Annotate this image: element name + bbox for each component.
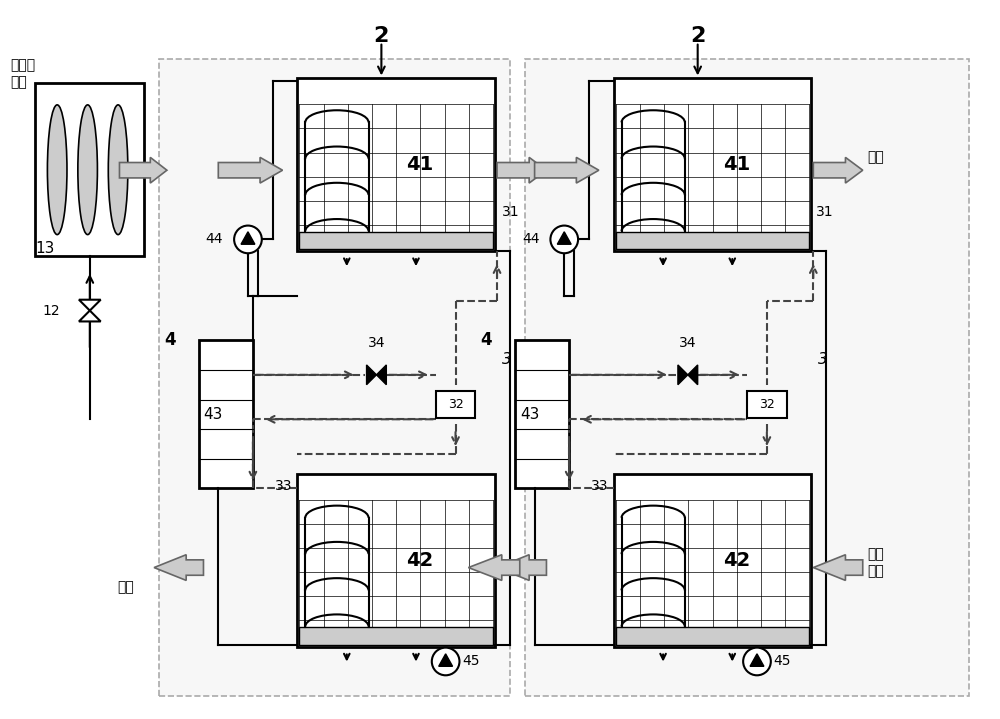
Text: 42: 42 (723, 551, 750, 569)
Text: 34: 34 (679, 336, 697, 350)
Bar (299, 628, 493, 645)
Text: 33: 33 (275, 479, 292, 493)
Text: 41: 41 (723, 155, 750, 174)
Circle shape (743, 648, 771, 675)
Bar (614, 474, 811, 646)
Bar (525, 58, 969, 696)
Polygon shape (468, 555, 520, 580)
Bar (297, 78, 495, 251)
Text: 4: 4 (164, 331, 176, 349)
Bar (515, 340, 569, 488)
Bar (199, 340, 253, 488)
Text: 45: 45 (462, 654, 480, 669)
Text: 43: 43 (520, 407, 539, 422)
Text: 41: 41 (406, 155, 434, 174)
Ellipse shape (78, 105, 97, 234)
Circle shape (550, 226, 578, 253)
Bar (297, 474, 495, 646)
Text: 再生
空气: 再生 空气 (868, 547, 884, 578)
Polygon shape (750, 654, 764, 667)
Bar (614, 78, 811, 251)
Text: 32: 32 (759, 398, 775, 411)
Text: 43: 43 (204, 407, 223, 422)
Circle shape (234, 226, 262, 253)
Polygon shape (557, 232, 571, 244)
Text: 45: 45 (774, 654, 791, 669)
Polygon shape (678, 365, 688, 385)
Bar (616, 232, 809, 249)
Text: 31: 31 (816, 205, 834, 219)
Polygon shape (813, 157, 863, 183)
Text: 44: 44 (522, 232, 540, 247)
Polygon shape (367, 365, 376, 385)
Text: 31: 31 (502, 205, 520, 219)
Polygon shape (218, 157, 283, 183)
Text: 42: 42 (406, 551, 434, 569)
Polygon shape (439, 654, 453, 667)
Ellipse shape (47, 105, 67, 234)
Text: 送风: 送风 (868, 150, 884, 165)
Circle shape (432, 648, 459, 675)
Text: 4: 4 (480, 331, 492, 349)
Text: 2: 2 (374, 26, 389, 46)
Polygon shape (688, 365, 698, 385)
Polygon shape (497, 157, 546, 183)
Text: 32: 32 (448, 398, 463, 411)
Text: 3: 3 (818, 352, 828, 367)
FancyBboxPatch shape (436, 390, 475, 418)
Text: 34: 34 (368, 336, 385, 350)
Bar (299, 232, 493, 249)
Text: 3: 3 (502, 352, 512, 367)
Polygon shape (813, 555, 863, 580)
Bar (616, 628, 809, 645)
Bar (35, 83, 144, 256)
Polygon shape (79, 311, 101, 321)
Polygon shape (497, 555, 546, 580)
Text: 12: 12 (43, 303, 60, 318)
Ellipse shape (108, 105, 128, 234)
Polygon shape (79, 300, 101, 311)
Text: 待处理
空气: 待处理 空气 (11, 58, 36, 88)
Polygon shape (535, 157, 599, 183)
Polygon shape (154, 555, 203, 580)
Bar (159, 58, 510, 696)
FancyBboxPatch shape (747, 390, 787, 418)
Polygon shape (119, 157, 167, 183)
Polygon shape (241, 232, 255, 244)
Text: 44: 44 (206, 232, 223, 247)
Text: 排风: 排风 (118, 580, 134, 595)
Text: 33: 33 (591, 479, 609, 493)
Text: 2: 2 (690, 26, 705, 46)
Text: 13: 13 (35, 242, 55, 257)
Polygon shape (376, 365, 386, 385)
